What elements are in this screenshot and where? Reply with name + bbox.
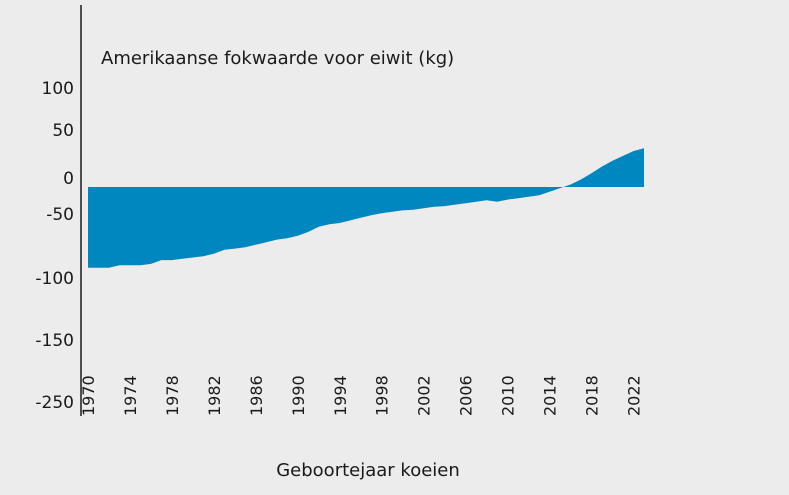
x-tick-label: 2022: [625, 375, 644, 416]
data-area: [88, 148, 644, 268]
y-tick-label: -100: [35, 269, 74, 289]
x-tick-label: 1974: [121, 375, 140, 416]
x-tick-label: 1990: [289, 375, 308, 416]
x-tick-label: 1982: [205, 375, 224, 416]
x-tick-label: 2014: [541, 375, 560, 416]
x-axis-label: Geboortejaar koeien: [276, 460, 460, 481]
x-axis-ticks: 1970 1974 1978 1982 1986 1990 1994 1998 2002 2006…: [79, 375, 644, 416]
x-tick-label: 2018: [583, 375, 602, 416]
x-tick-label: 1994: [331, 375, 350, 416]
chart-title: Amerikaanse fokwaarde voor eiwit (kg): [101, 48, 454, 69]
x-tick-label: 1970: [79, 375, 98, 416]
y-axis-ticks: 100 50 0 -50 -100 -150 -250: [35, 79, 74, 413]
y-tick-label: 0: [63, 169, 74, 189]
x-tick-label: 1998: [373, 375, 392, 416]
x-tick-label: 1978: [163, 375, 182, 416]
x-tick-label: 2010: [499, 375, 518, 416]
y-tick-label: -250: [35, 393, 74, 413]
y-tick-label: -150: [35, 331, 74, 351]
x-tick-label: 1986: [247, 375, 266, 416]
x-tick-label: 2006: [457, 375, 476, 416]
y-tick-label: 100: [42, 79, 74, 99]
y-tick-label: 50: [52, 121, 74, 141]
x-tick-label: 2002: [415, 375, 434, 416]
y-tick-label: -50: [46, 205, 74, 225]
